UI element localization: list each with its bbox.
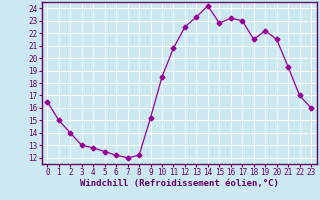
X-axis label: Windchill (Refroidissement éolien,°C): Windchill (Refroidissement éolien,°C) (80, 179, 279, 188)
